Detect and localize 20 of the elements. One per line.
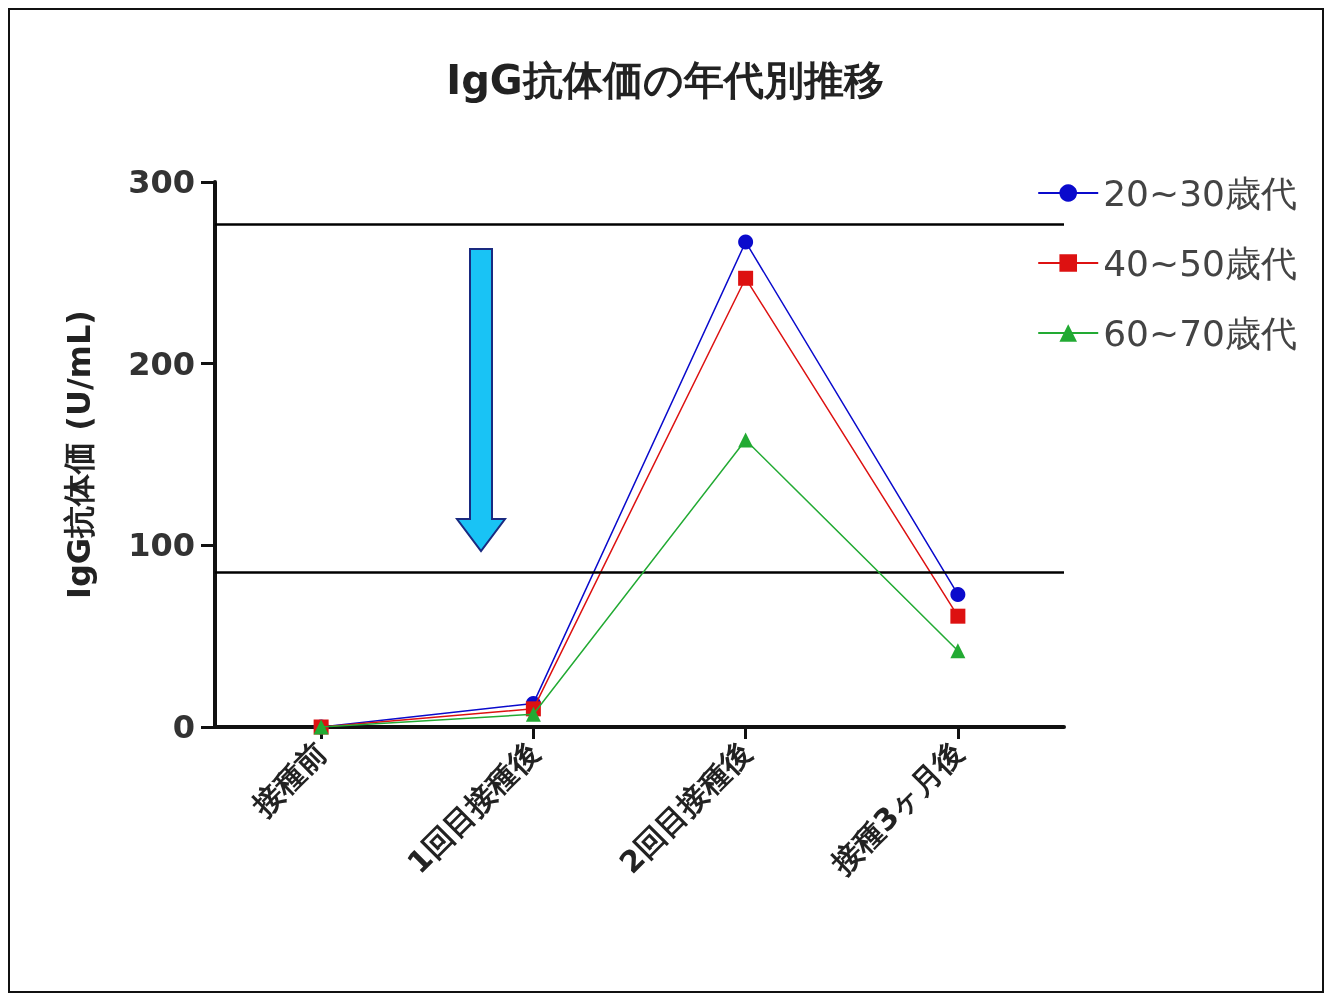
point	[738, 270, 754, 286]
point	[525, 706, 541, 722]
legend-label: 20~30歳代	[1103, 172, 1297, 214]
point	[950, 643, 966, 659]
x-tick-label: 接種前	[244, 734, 334, 824]
y-axis-title: IgG抗体価 (U/mL)	[60, 310, 98, 599]
x-tick-label: 2回目接種後	[612, 734, 758, 881]
y-tick-label: 200	[128, 344, 195, 383]
point	[950, 586, 966, 602]
legend-label: 40~50歳代	[1103, 242, 1297, 284]
point	[950, 608, 966, 624]
point	[738, 432, 754, 448]
chart-title: IgG抗体価の年代別推移	[446, 57, 884, 103]
x-tick-label: 接種3ヶ月後	[823, 734, 971, 882]
y-tick-label: 300	[128, 163, 195, 201]
point	[738, 234, 754, 250]
x-tick-label: 1回目接種後	[400, 734, 546, 881]
y-tick-label: 0	[172, 708, 195, 746]
y-tick-label: 100	[128, 526, 195, 565]
legend-label: 60~70歳代	[1103, 312, 1297, 354]
